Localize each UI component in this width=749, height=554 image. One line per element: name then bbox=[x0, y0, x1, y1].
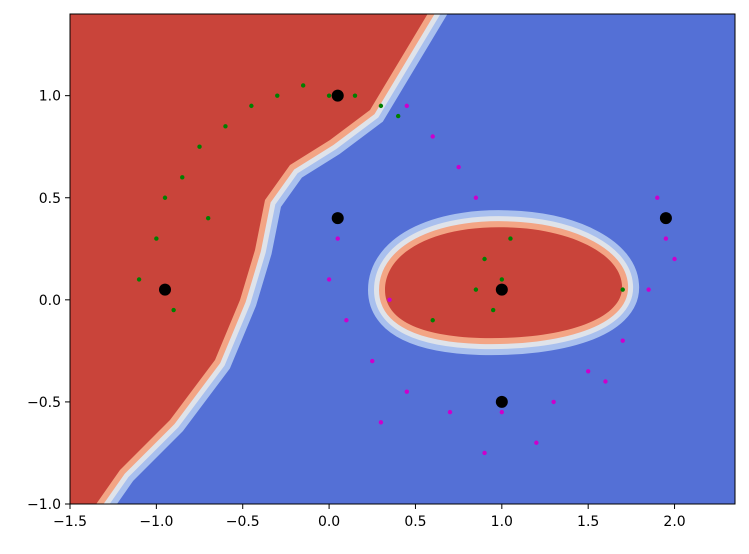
y-tick-label: −1.0 bbox=[27, 497, 61, 513]
point bbox=[370, 358, 375, 364]
point bbox=[335, 236, 340, 241]
point bbox=[603, 379, 608, 384]
center-point bbox=[495, 283, 508, 296]
y-tick-label: 0.5 bbox=[39, 191, 61, 207]
point bbox=[326, 93, 332, 98]
region-center bbox=[367, 210, 639, 356]
point bbox=[447, 409, 453, 415]
center-point bbox=[495, 395, 508, 408]
point bbox=[275, 93, 280, 98]
point bbox=[171, 307, 176, 313]
point bbox=[456, 164, 461, 170]
point bbox=[344, 318, 349, 323]
point bbox=[136, 277, 142, 282]
point bbox=[663, 236, 669, 241]
point bbox=[154, 236, 159, 241]
point bbox=[490, 307, 496, 313]
point bbox=[473, 287, 479, 292]
y-tick-label: 0.0 bbox=[39, 293, 61, 309]
point bbox=[620, 287, 625, 292]
y-tick-label: −0.5 bbox=[27, 395, 61, 411]
point bbox=[378, 103, 384, 109]
center-point bbox=[159, 283, 171, 296]
point bbox=[672, 256, 677, 262]
point bbox=[482, 450, 487, 456]
x-tick-label: −1.5 bbox=[53, 514, 87, 530]
point bbox=[249, 103, 254, 109]
point bbox=[404, 389, 410, 394]
point bbox=[223, 124, 228, 129]
x-tick-label: 1.0 bbox=[491, 514, 513, 530]
y-tick-label: 1.0 bbox=[39, 89, 61, 105]
point bbox=[395, 113, 401, 119]
x-tick-label: 2.0 bbox=[663, 514, 685, 530]
point bbox=[300, 83, 306, 88]
point bbox=[197, 144, 202, 149]
points bbox=[136, 83, 677, 456]
point bbox=[534, 440, 539, 445]
center-point bbox=[331, 212, 344, 225]
point bbox=[352, 93, 358, 98]
point bbox=[473, 195, 479, 200]
point bbox=[620, 338, 625, 343]
point bbox=[499, 277, 505, 282]
point bbox=[430, 318, 435, 323]
region-red bbox=[70, 14, 428, 504]
point bbox=[378, 420, 384, 425]
x-tick-label: −1.0 bbox=[139, 514, 173, 530]
point bbox=[551, 399, 556, 405]
point bbox=[482, 256, 487, 262]
point bbox=[162, 195, 168, 200]
point bbox=[180, 175, 185, 180]
x-tick-label: 0.0 bbox=[318, 514, 340, 530]
point bbox=[646, 287, 651, 292]
region-red bbox=[385, 227, 623, 339]
point bbox=[430, 134, 435, 139]
point bbox=[205, 215, 211, 221]
point bbox=[585, 369, 591, 374]
point bbox=[404, 103, 410, 109]
point bbox=[387, 297, 392, 303]
plot-frame bbox=[69, 13, 736, 505]
center-point bbox=[331, 89, 344, 102]
decision-regions bbox=[70, 14, 735, 504]
x-tick-label: −0.5 bbox=[226, 514, 260, 530]
center-point bbox=[659, 212, 672, 225]
x-tick-label: 0.5 bbox=[404, 514, 426, 530]
point bbox=[655, 195, 660, 200]
point bbox=[326, 277, 332, 282]
x-tick-label: 1.5 bbox=[577, 514, 599, 530]
point bbox=[508, 236, 513, 241]
point bbox=[499, 409, 505, 415]
region-left bbox=[70, 14, 448, 504]
